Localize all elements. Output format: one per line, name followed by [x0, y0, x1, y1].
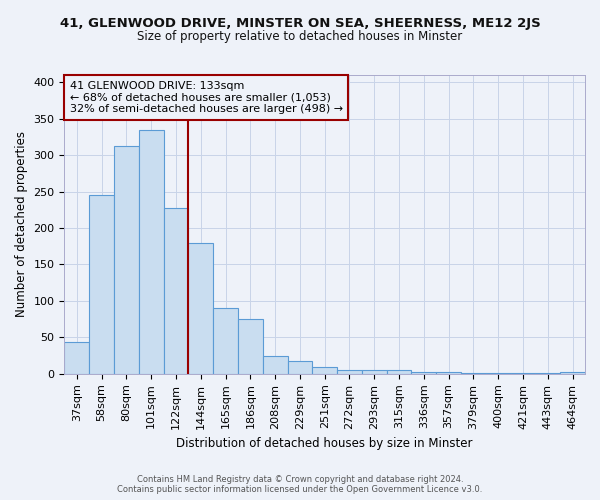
- Text: 41, GLENWOOD DRIVE, MINSTER ON SEA, SHEERNESS, ME12 2JS: 41, GLENWOOD DRIVE, MINSTER ON SEA, SHEE…: [59, 18, 541, 30]
- Bar: [313, 366, 337, 374]
- Bar: [461, 373, 486, 374]
- Bar: [362, 370, 386, 374]
- Bar: [139, 130, 164, 374]
- Text: Contains HM Land Registry data © Crown copyright and database right 2024.: Contains HM Land Registry data © Crown c…: [137, 475, 463, 484]
- Bar: [64, 342, 89, 374]
- Text: 41 GLENWOOD DRIVE: 133sqm
← 68% of detached houses are smaller (1,053)
32% of se: 41 GLENWOOD DRIVE: 133sqm ← 68% of detac…: [70, 81, 343, 114]
- Bar: [511, 373, 535, 374]
- X-axis label: Distribution of detached houses by size in Minster: Distribution of detached houses by size …: [176, 437, 473, 450]
- Bar: [412, 372, 436, 374]
- Bar: [386, 370, 412, 374]
- Bar: [238, 319, 263, 374]
- Text: Contains public sector information licensed under the Open Government Licence v3: Contains public sector information licen…: [118, 485, 482, 494]
- Bar: [114, 146, 139, 374]
- Bar: [486, 373, 511, 374]
- Y-axis label: Number of detached properties: Number of detached properties: [15, 132, 28, 318]
- Bar: [213, 308, 238, 374]
- Bar: [164, 208, 188, 374]
- Bar: [560, 372, 585, 374]
- Bar: [436, 372, 461, 374]
- Bar: [89, 196, 114, 374]
- Text: Size of property relative to detached houses in Minster: Size of property relative to detached ho…: [137, 30, 463, 43]
- Bar: [263, 356, 287, 374]
- Bar: [337, 370, 362, 374]
- Bar: [287, 362, 313, 374]
- Bar: [535, 373, 560, 374]
- Bar: [188, 242, 213, 374]
